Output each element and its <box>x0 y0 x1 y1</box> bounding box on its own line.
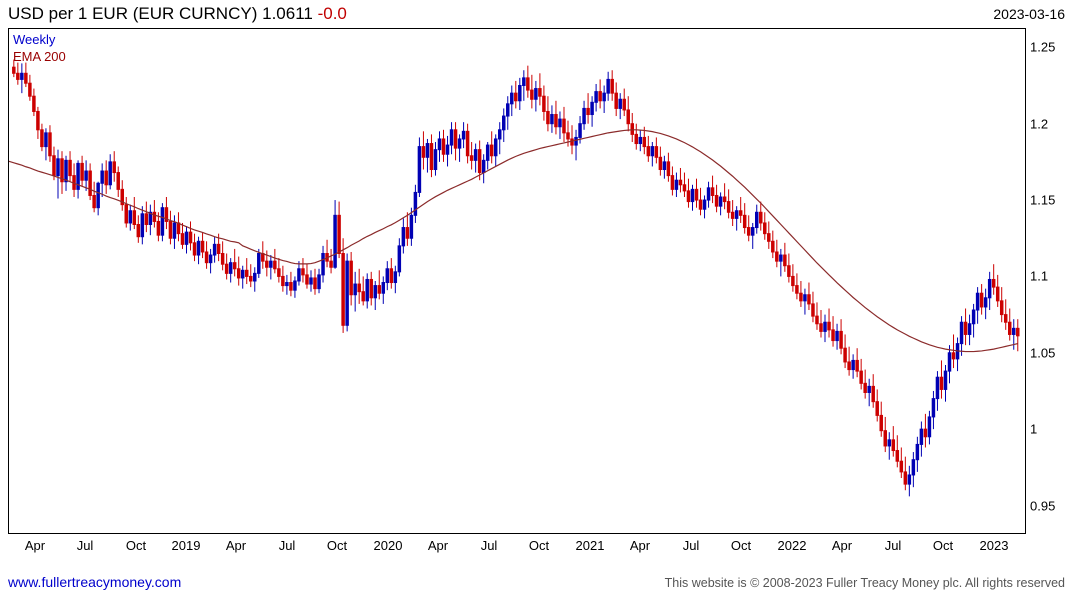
x-axis-tick: 2021 <box>575 538 605 553</box>
site-url[interactable]: www.fullertreacymoney.com <box>8 574 182 590</box>
ema-200-line <box>9 129 1018 353</box>
legend-frequency: Weekly <box>13 32 56 47</box>
x-axis-tick: Oct <box>125 538 147 553</box>
x-axis-tick: Oct <box>528 538 550 553</box>
y-axis-tick: 1.05 <box>1030 345 1056 361</box>
x-axis-tick: Apr <box>427 538 449 553</box>
x-axis-tick: Apr <box>24 538 46 553</box>
y-axis-tick: 1.25 <box>1030 39 1056 55</box>
x-axis-tick: Apr <box>629 538 651 553</box>
y-axis: 0.95 1 1.05 1.1 1.15 1.2 1.25 <box>1030 28 1075 534</box>
candlestick-series <box>9 59 1020 497</box>
x-axis-tick: Apr <box>225 538 247 553</box>
y-axis-tick: 1.2 <box>1030 116 1049 132</box>
x-axis-tick: Oct <box>326 538 348 553</box>
x-axis-tick: Jul <box>884 538 902 553</box>
x-axis-tick: Oct <box>932 538 954 553</box>
x-axis-tick: Jul <box>278 538 296 553</box>
price-change: -0.0 <box>317 4 347 23</box>
x-axis-tick: 2023 <box>979 538 1009 553</box>
chart-plot-area: Weekly EMA 200 <box>8 28 1026 534</box>
legend-ema: EMA 200 <box>13 49 66 64</box>
x-axis-tick: 2022 <box>777 538 807 553</box>
x-axis-tick: 2019 <box>171 538 201 553</box>
x-axis-tick: Oct <box>730 538 752 553</box>
y-axis-tick: 1.15 <box>1030 192 1056 208</box>
y-axis-tick: 1 <box>1030 421 1038 437</box>
y-axis-tick: 1.1 <box>1030 268 1049 284</box>
copyright-notice: This website is © 2008-2023 Fuller Treac… <box>664 576 1065 590</box>
x-axis-tick: Apr <box>831 538 853 553</box>
last-price: 1.0611 <box>262 4 313 23</box>
chart-header: USD per 1 EUR (EUR CURNCY) 1.0611 -0.0 <box>8 4 347 24</box>
x-axis: Apr Jul Oct 2019 Apr Jul Oct 2020 Apr Jul Oct 2021 A… <box>8 538 1026 556</box>
x-axis-tick: 2020 <box>373 538 403 553</box>
chart-date: 2023-03-16 <box>993 6 1065 22</box>
chart-title: USD per 1 EUR (EUR CURNCY) <box>8 4 258 23</box>
x-axis-tick: Jul <box>480 538 498 553</box>
y-axis-tick: 0.95 <box>1030 498 1056 513</box>
x-axis-tick: Jul <box>76 538 94 553</box>
x-axis-tick: Jul <box>682 538 700 553</box>
